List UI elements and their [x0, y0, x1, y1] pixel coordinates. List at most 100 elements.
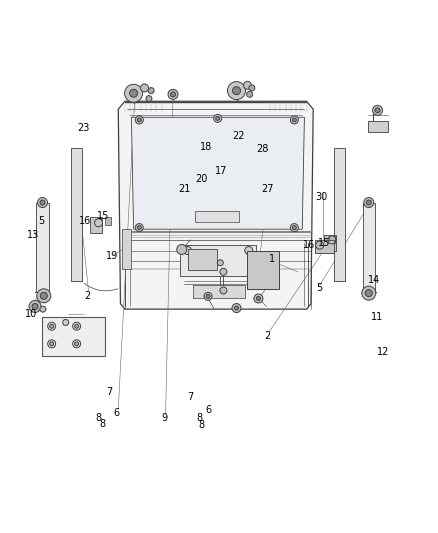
Circle shape: [148, 87, 154, 94]
Text: 11: 11: [371, 312, 383, 322]
Bar: [36, 203, 49, 292]
Bar: [90, 217, 102, 233]
Text: 14: 14: [368, 275, 381, 285]
Circle shape: [63, 319, 69, 326]
Bar: [71, 148, 82, 281]
Text: 22: 22: [233, 131, 245, 141]
Text: 8: 8: [198, 421, 205, 430]
Circle shape: [214, 114, 222, 123]
Circle shape: [74, 324, 79, 328]
Circle shape: [373, 106, 382, 115]
Circle shape: [292, 118, 297, 122]
Bar: [193, 285, 245, 298]
Text: 2: 2: [264, 331, 270, 341]
Text: 28: 28: [257, 144, 269, 154]
Circle shape: [244, 81, 251, 90]
Circle shape: [256, 296, 261, 301]
Text: 5: 5: [317, 283, 323, 293]
Text: 7: 7: [187, 392, 194, 402]
Text: 23: 23: [77, 123, 89, 133]
Text: 15: 15: [318, 238, 330, 247]
Text: 8: 8: [95, 414, 102, 423]
Bar: [328, 235, 335, 243]
Circle shape: [290, 116, 298, 124]
Bar: [315, 240, 334, 253]
Text: 17: 17: [215, 166, 227, 175]
Circle shape: [220, 268, 227, 276]
Text: 18: 18: [200, 142, 212, 151]
Circle shape: [74, 342, 79, 346]
Circle shape: [365, 289, 372, 297]
Circle shape: [168, 90, 178, 99]
Circle shape: [233, 86, 240, 95]
Circle shape: [227, 82, 246, 100]
Circle shape: [247, 91, 253, 98]
Circle shape: [316, 241, 324, 249]
Bar: [334, 148, 345, 281]
Circle shape: [364, 198, 374, 207]
Text: 1: 1: [268, 254, 275, 263]
Circle shape: [204, 292, 212, 301]
Text: 12: 12: [377, 347, 389, 357]
Bar: [42, 317, 105, 356]
Circle shape: [130, 89, 138, 98]
Circle shape: [217, 260, 223, 266]
Circle shape: [375, 108, 380, 113]
Circle shape: [215, 116, 220, 120]
Circle shape: [232, 304, 241, 312]
Circle shape: [292, 225, 297, 230]
Circle shape: [135, 116, 143, 124]
Circle shape: [49, 342, 54, 346]
Polygon shape: [131, 117, 304, 229]
Circle shape: [137, 225, 141, 230]
Bar: [247, 251, 279, 289]
Text: 15: 15: [97, 211, 109, 221]
Circle shape: [37, 289, 51, 303]
Text: 20: 20: [195, 174, 208, 183]
Text: 10: 10: [25, 310, 37, 319]
Circle shape: [184, 246, 191, 255]
Circle shape: [73, 340, 81, 348]
Text: 27: 27: [261, 184, 273, 194]
Circle shape: [137, 118, 141, 122]
Circle shape: [73, 322, 81, 330]
Circle shape: [29, 301, 41, 312]
Bar: [188, 249, 217, 270]
Circle shape: [40, 306, 46, 312]
Circle shape: [206, 294, 210, 298]
Circle shape: [48, 340, 56, 348]
Circle shape: [177, 245, 187, 254]
Circle shape: [38, 198, 47, 207]
Polygon shape: [118, 101, 313, 309]
Text: 7: 7: [106, 387, 113, 397]
Text: 2: 2: [85, 291, 91, 301]
Circle shape: [40, 292, 47, 300]
Bar: [324, 235, 336, 251]
Text: 8: 8: [100, 419, 106, 429]
Circle shape: [245, 246, 253, 255]
Circle shape: [362, 286, 376, 300]
Circle shape: [124, 84, 143, 102]
Text: 21: 21: [178, 184, 190, 194]
Text: 9: 9: [161, 414, 167, 423]
Bar: [363, 203, 375, 292]
Text: 19: 19: [106, 251, 118, 261]
Bar: [105, 217, 111, 225]
Text: 30: 30: [316, 192, 328, 202]
Circle shape: [40, 200, 45, 205]
Circle shape: [254, 294, 263, 303]
Text: 6: 6: [205, 406, 211, 415]
Circle shape: [170, 92, 176, 97]
Text: 6: 6: [113, 408, 119, 418]
Text: 13: 13: [27, 230, 39, 239]
Text: 16: 16: [303, 240, 315, 250]
Text: 16: 16: [79, 216, 92, 226]
Bar: [195, 211, 239, 222]
Bar: [368, 121, 388, 132]
Bar: [122, 229, 131, 269]
Circle shape: [146, 95, 152, 102]
Circle shape: [366, 200, 371, 205]
Circle shape: [249, 85, 255, 91]
Circle shape: [32, 303, 38, 310]
Bar: [180, 245, 256, 276]
